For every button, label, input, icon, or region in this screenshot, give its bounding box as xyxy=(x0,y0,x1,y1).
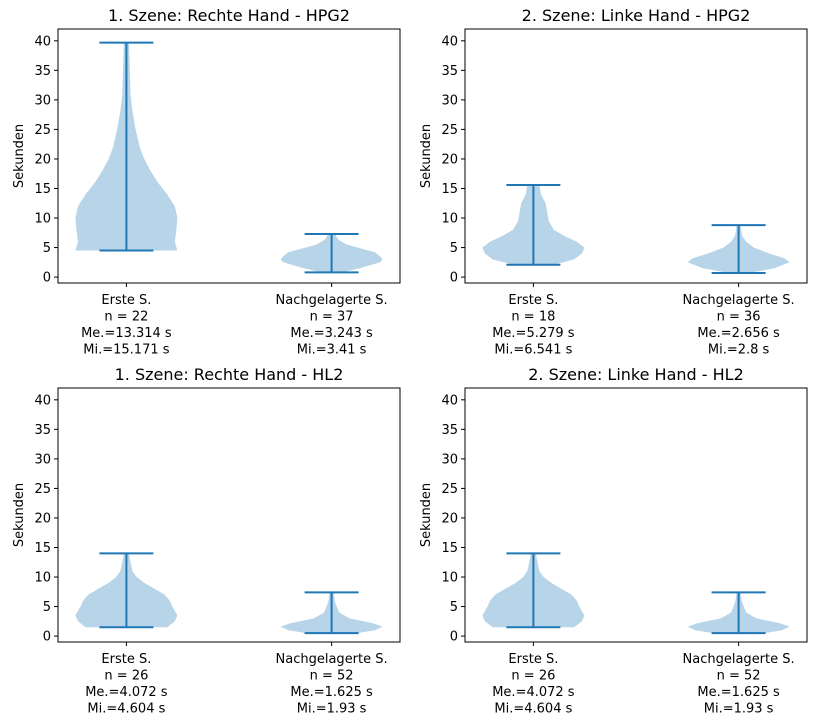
y-tick-label: 25 xyxy=(441,482,458,497)
x-tick-label: Mi.=4.604 s xyxy=(87,702,165,717)
x-tick-label: Erste S. xyxy=(101,652,151,667)
y-tick-label: 40 xyxy=(34,34,51,49)
y-tick-label: 30 xyxy=(441,452,458,467)
y-tick-label: 20 xyxy=(441,511,458,526)
x-tick-label: Erste S. xyxy=(101,293,151,308)
x-tick-label: n = 52 xyxy=(310,669,354,684)
y-tick-label: 0 xyxy=(450,271,458,286)
y-tick-label: 10 xyxy=(441,212,458,227)
x-tick-label: Me.=4.072 s xyxy=(492,685,575,700)
x-tick-label: n = 37 xyxy=(310,310,354,325)
x-tick-label: Mi.=1.93 s xyxy=(297,702,367,717)
y-axis-label: Sekunden xyxy=(419,124,434,188)
y-tick-label: 30 xyxy=(34,93,51,108)
x-tick-label: n = 22 xyxy=(104,310,148,325)
y-tick-label: 10 xyxy=(441,571,458,586)
y-tick-label: 25 xyxy=(34,482,51,497)
y-tick-label: 35 xyxy=(34,64,51,79)
y-tick-label: 0 xyxy=(43,271,51,286)
axes-frame xyxy=(464,387,808,643)
y-tick-label: 40 xyxy=(34,393,51,408)
panel-1: 1. Szene: Rechte Hand - HPG2 Sekunden 0 5 10… xyxy=(12,6,401,358)
panel-title: 2. Szene: Linke Hand - HL2 xyxy=(528,365,744,384)
y-tick-label: 25 xyxy=(34,123,51,138)
x-tick-label: Nachgelagerte S. xyxy=(683,293,795,308)
y-tick-label: 5 xyxy=(450,600,458,615)
y-tick-label: 10 xyxy=(34,571,51,586)
y-axis-label: Sekunden xyxy=(12,483,27,547)
x-tick-label: n = 26 xyxy=(511,669,555,684)
x-tick-label: n = 26 xyxy=(104,669,148,684)
y-tick-label: 30 xyxy=(441,93,458,108)
x-tick-label: Me.=3.243 s xyxy=(290,326,373,341)
y-tick-label: 30 xyxy=(34,452,51,467)
y-tick-label: 10 xyxy=(34,212,51,227)
y-tick-label: 35 xyxy=(441,423,458,438)
y-tick-label: 40 xyxy=(441,34,458,49)
panel-title: 1. Szene: Rechte Hand - HPG2 xyxy=(108,6,350,25)
y-tick-label: 20 xyxy=(441,152,458,167)
x-tick-label: Me.=13.314 s xyxy=(81,326,172,341)
x-tick-label: Me.=5.279 s xyxy=(492,326,575,341)
panel-title: 2. Szene: Linke Hand - HPG2 xyxy=(522,6,751,25)
y-tick-label: 25 xyxy=(441,123,458,138)
y-axis-label: Sekunden xyxy=(419,483,434,547)
x-tick-label: Mi.=3.41 s xyxy=(297,343,367,358)
y-tick-label: 20 xyxy=(34,511,51,526)
y-tick-label: 0 xyxy=(43,630,51,645)
x-tick-label: n = 52 xyxy=(717,669,761,684)
panel-3: 1. Szene: Rechte Hand - HL2 Sekunden 0 5 10 1… xyxy=(12,365,401,717)
y-tick-label: 0 xyxy=(450,630,458,645)
x-tick-label: Nachgelagerte S. xyxy=(683,652,795,667)
axes-frame xyxy=(57,387,401,643)
panel-title: 1. Szene: Rechte Hand - HL2 xyxy=(115,365,344,384)
x-tick-label: Mi.=15.171 s xyxy=(83,343,169,358)
panel-2: 2. Szene: Linke Hand - HPG2 Sekunden 0 5 10 1… xyxy=(419,6,808,358)
axes-frame xyxy=(57,28,401,284)
axes-frame xyxy=(464,28,808,284)
y-tick-label: 20 xyxy=(34,152,51,167)
x-tick-label: n = 36 xyxy=(717,310,761,325)
y-tick-label: 15 xyxy=(34,541,51,556)
x-tick-label: Me.=4.072 s xyxy=(85,685,168,700)
x-tick-label: n = 18 xyxy=(511,310,555,325)
x-tick-label: Nachgelagerte S. xyxy=(276,293,388,308)
x-tick-label: Mi.=2.8 s xyxy=(708,343,770,358)
y-tick-label: 15 xyxy=(441,182,458,197)
y-tick-label: 5 xyxy=(450,241,458,256)
x-tick-label: Me.=1.625 s xyxy=(290,685,373,700)
panel-4: 2. Szene: Linke Hand - HL2 Sekunden 0 5 10 15… xyxy=(419,365,808,717)
x-tick-label: Erste S. xyxy=(508,652,558,667)
y-tick-label: 15 xyxy=(34,182,51,197)
y-axis-label: Sekunden xyxy=(12,124,27,188)
x-tick-label: Nachgelagerte S. xyxy=(276,652,388,667)
x-tick-label: Me.=2.656 s xyxy=(697,326,780,341)
x-tick-label: Mi.=1.93 s xyxy=(704,702,774,717)
y-tick-label: 15 xyxy=(441,541,458,556)
y-tick-label: 35 xyxy=(441,64,458,79)
x-tick-label: Mi.=6.541 s xyxy=(494,343,572,358)
y-tick-label: 35 xyxy=(34,423,51,438)
x-tick-label: Mi.=4.604 s xyxy=(494,702,572,717)
x-tick-label: Erste S. xyxy=(508,293,558,308)
y-tick-label: 5 xyxy=(43,241,51,256)
x-tick-label: Me.=1.625 s xyxy=(697,685,780,700)
y-tick-label: 5 xyxy=(43,600,51,615)
y-tick-label: 40 xyxy=(441,393,458,408)
